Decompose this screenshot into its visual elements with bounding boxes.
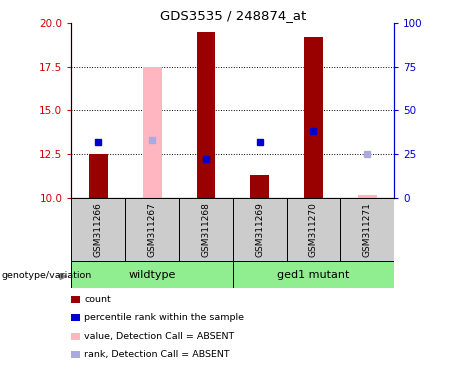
Bar — [179, 198, 233, 261]
Text: GSM311267: GSM311267 — [148, 202, 157, 257]
Bar — [340, 198, 394, 261]
Bar — [304, 37, 323, 198]
Bar — [143, 67, 161, 198]
Title: GDS3535 / 248874_at: GDS3535 / 248874_at — [160, 9, 306, 22]
Bar — [89, 154, 108, 198]
Text: value, Detection Call = ABSENT: value, Detection Call = ABSENT — [84, 332, 235, 341]
Bar — [196, 32, 215, 198]
Bar — [233, 198, 287, 261]
Bar — [125, 198, 179, 261]
Text: GSM311268: GSM311268 — [201, 202, 210, 257]
Text: percentile rank within the sample: percentile rank within the sample — [84, 313, 244, 323]
Text: rank, Detection Call = ABSENT: rank, Detection Call = ABSENT — [84, 350, 230, 359]
Text: GSM311266: GSM311266 — [94, 202, 103, 257]
Text: GSM311271: GSM311271 — [363, 202, 372, 257]
Text: wildtype: wildtype — [129, 270, 176, 280]
Text: ged1 mutant: ged1 mutant — [278, 270, 349, 280]
Bar — [358, 195, 377, 198]
Bar — [71, 261, 233, 288]
Bar — [71, 198, 125, 261]
Bar — [287, 198, 340, 261]
Text: count: count — [84, 295, 111, 304]
Bar — [250, 175, 269, 198]
Text: GSM311269: GSM311269 — [255, 202, 264, 257]
Bar — [233, 261, 394, 288]
Text: GSM311270: GSM311270 — [309, 202, 318, 257]
Text: genotype/variation: genotype/variation — [2, 271, 92, 280]
